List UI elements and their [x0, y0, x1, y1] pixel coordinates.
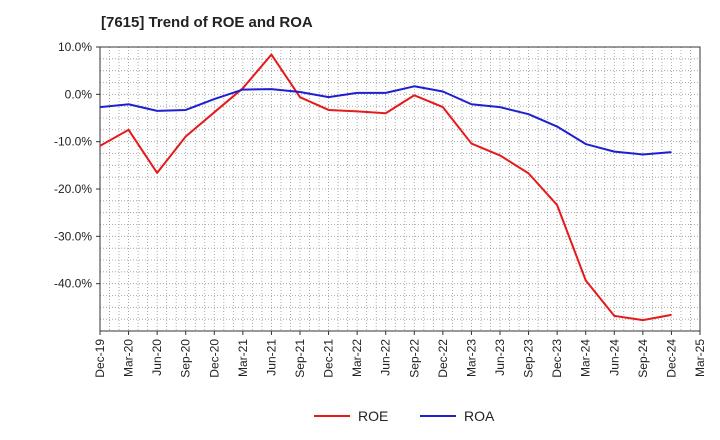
legend-swatch-roa: [420, 415, 456, 417]
x-tick-label: Dec-23: [550, 339, 564, 378]
x-tick-label: Jun-22: [379, 339, 393, 376]
x-tick-label: Mar-23: [464, 339, 478, 377]
x-tick-label: Jun-23: [493, 339, 507, 376]
x-tick-label: Mar-22: [350, 339, 364, 377]
legend-swatch-roe: [314, 415, 350, 417]
legend: ROE ROA: [0, 404, 720, 428]
x-tick-label: Dec-21: [322, 339, 336, 378]
x-tick-label: Sep-20: [179, 339, 193, 378]
x-tick-label: Mar-25: [693, 339, 707, 377]
series-line-roe: [99, 53, 672, 322]
series-lines: [99, 53, 672, 322]
legend-label-roa: ROA: [464, 408, 495, 424]
x-tick-label: Dec-19: [93, 339, 107, 378]
x-tick-label: Dec-20: [207, 339, 221, 378]
y-axis: 10.0% 0.0% -10.0% -20.0% -30.0% -40.0%: [54, 40, 100, 291]
x-tick-label: Sep-24: [636, 339, 650, 378]
x-tick-label: Mar-21: [236, 339, 250, 377]
y-tick-label: -10.0%: [54, 135, 92, 149]
x-tick-label: Jun-20: [150, 339, 164, 376]
chart-title: [7615] Trend of ROE and ROA: [101, 14, 313, 31]
x-tick-label: Jun-24: [607, 339, 621, 376]
y-tick-label: -20.0%: [54, 182, 92, 196]
legend-item-roa: ROA: [420, 404, 494, 428]
x-tick-label: Mar-24: [579, 339, 593, 377]
series-line-roa: [99, 85, 672, 156]
x-tick-label: Mar-20: [122, 339, 136, 377]
x-tick-label: Dec-22: [436, 339, 450, 378]
y-tick-label: -40.0%: [54, 277, 92, 291]
x-tick-label: Sep-21: [293, 339, 307, 378]
x-tick-label: Sep-22: [407, 339, 421, 378]
legend-item-roe: ROE: [314, 404, 388, 428]
y-tick-label: 0.0%: [65, 87, 93, 101]
x-tick-label: Sep-23: [522, 339, 536, 378]
legend-label-roe: ROE: [358, 408, 389, 424]
y-tick-label: -30.0%: [54, 229, 92, 243]
y-tick-label: 10.0%: [58, 40, 92, 54]
x-tick-label: Jun-21: [264, 339, 278, 376]
x-tick-label: Dec-24: [664, 339, 678, 378]
x-axis: Dec-19 Mar-20 Jun-20 Sep-20 Dec-20 Mar-21 Jun-…: [93, 331, 707, 378]
